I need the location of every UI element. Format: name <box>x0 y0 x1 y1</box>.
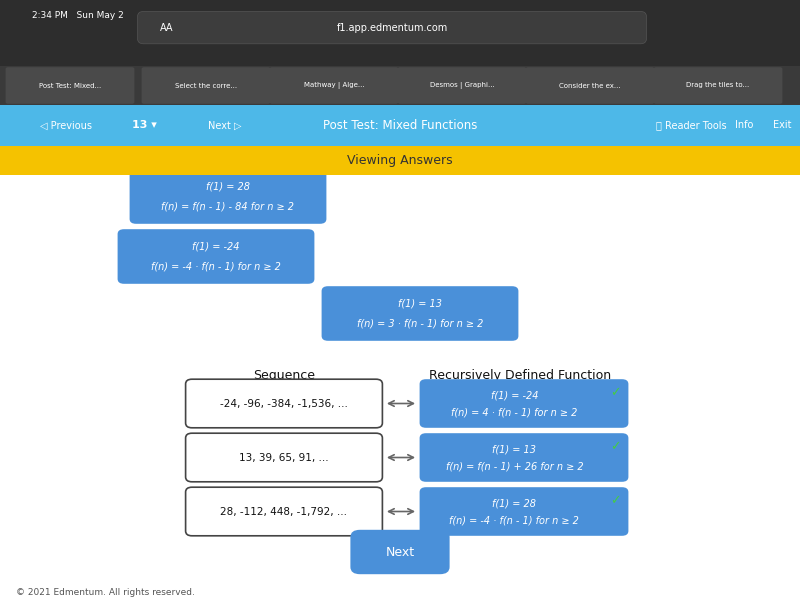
Text: Viewing Answers: Viewing Answers <box>347 154 453 167</box>
FancyBboxPatch shape <box>118 229 314 284</box>
Text: f(1) = 28: f(1) = 28 <box>206 182 250 191</box>
Text: Post Test: Mixed Functions: Post Test: Mixed Functions <box>323 119 477 132</box>
FancyBboxPatch shape <box>0 66 800 105</box>
Text: ✓: ✓ <box>610 386 621 399</box>
FancyBboxPatch shape <box>186 487 382 536</box>
FancyBboxPatch shape <box>142 67 270 104</box>
Text: ⫰ Reader Tools: ⫰ Reader Tools <box>656 121 726 130</box>
FancyBboxPatch shape <box>186 433 382 482</box>
Text: f(n) = f(n - 1) - 84 for n ≥ 2: f(n) = f(n - 1) - 84 for n ≥ 2 <box>162 202 294 211</box>
Text: Consider the ex...: Consider the ex... <box>559 82 621 88</box>
FancyBboxPatch shape <box>186 379 382 428</box>
Text: f(1) = -24: f(1) = -24 <box>192 242 240 251</box>
Text: Post Test: Mixed...: Post Test: Mixed... <box>39 82 101 88</box>
FancyBboxPatch shape <box>350 530 450 574</box>
Text: f(1) = -24: f(1) = -24 <box>490 391 538 401</box>
Text: 13, 39, 65, 91, ...: 13, 39, 65, 91, ... <box>239 452 329 463</box>
FancyBboxPatch shape <box>0 146 800 175</box>
Text: © 2021 Edmentum. All rights reserved.: © 2021 Edmentum. All rights reserved. <box>16 588 195 598</box>
Text: Mathway | Alge...: Mathway | Alge... <box>304 82 364 89</box>
FancyBboxPatch shape <box>526 67 654 104</box>
FancyBboxPatch shape <box>0 105 800 146</box>
FancyBboxPatch shape <box>6 67 134 104</box>
Text: 13 ▾: 13 ▾ <box>131 121 157 130</box>
FancyBboxPatch shape <box>654 67 782 104</box>
Text: f1.app.edmentum.com: f1.app.edmentum.com <box>336 23 448 32</box>
Text: Select the corre...: Select the corre... <box>175 82 237 88</box>
Text: AA: AA <box>160 23 174 32</box>
Text: f(1) = 13: f(1) = 13 <box>492 445 536 455</box>
FancyBboxPatch shape <box>419 379 629 428</box>
Text: Recursively Defined Function: Recursively Defined Function <box>429 368 611 382</box>
Text: Info: Info <box>735 121 753 130</box>
Text: f(n) = -4 · f(n - 1) for n ≥ 2: f(n) = -4 · f(n - 1) for n ≥ 2 <box>151 262 281 271</box>
Text: f(n) = -4 · f(n - 1) for n ≥ 2: f(n) = -4 · f(n - 1) for n ≥ 2 <box>450 515 579 525</box>
Text: f(n) = 3 · f(n - 1) for n ≥ 2: f(n) = 3 · f(n - 1) for n ≥ 2 <box>357 319 483 328</box>
Text: ✓: ✓ <box>610 440 621 453</box>
Text: 2:34 PM   Sun May 2: 2:34 PM Sun May 2 <box>32 10 124 19</box>
Text: ✓: ✓ <box>610 494 621 507</box>
Text: Sequence: Sequence <box>253 368 315 382</box>
Text: f(n) = f(n - 1) + 26 for n ≥ 2: f(n) = f(n - 1) + 26 for n ≥ 2 <box>446 461 583 471</box>
Text: -24, -96, -384, -1,536, ...: -24, -96, -384, -1,536, ... <box>220 398 348 409</box>
Text: ◁ Previous: ◁ Previous <box>40 121 92 130</box>
Text: Exit: Exit <box>774 121 792 130</box>
Text: Desmos | Graphi...: Desmos | Graphi... <box>430 82 494 89</box>
FancyBboxPatch shape <box>270 67 398 104</box>
FancyBboxPatch shape <box>419 433 629 482</box>
Text: Drag the tiles to...: Drag the tiles to... <box>686 82 750 88</box>
FancyBboxPatch shape <box>0 175 800 600</box>
Text: 28, -112, 448, -1,792, ...: 28, -112, 448, -1,792, ... <box>221 506 347 517</box>
Text: f(1) = 28: f(1) = 28 <box>492 499 536 509</box>
FancyBboxPatch shape <box>398 67 526 104</box>
Text: f(n) = 4 · f(n - 1) for n ≥ 2: f(n) = 4 · f(n - 1) for n ≥ 2 <box>451 407 578 417</box>
Text: Next ▷: Next ▷ <box>208 121 242 130</box>
Text: f(1) = 13: f(1) = 13 <box>398 299 442 308</box>
FancyBboxPatch shape <box>322 286 518 341</box>
FancyBboxPatch shape <box>130 169 326 224</box>
FancyBboxPatch shape <box>419 487 629 536</box>
FancyBboxPatch shape <box>138 11 646 44</box>
FancyBboxPatch shape <box>0 0 800 108</box>
Text: Next: Next <box>386 545 414 559</box>
